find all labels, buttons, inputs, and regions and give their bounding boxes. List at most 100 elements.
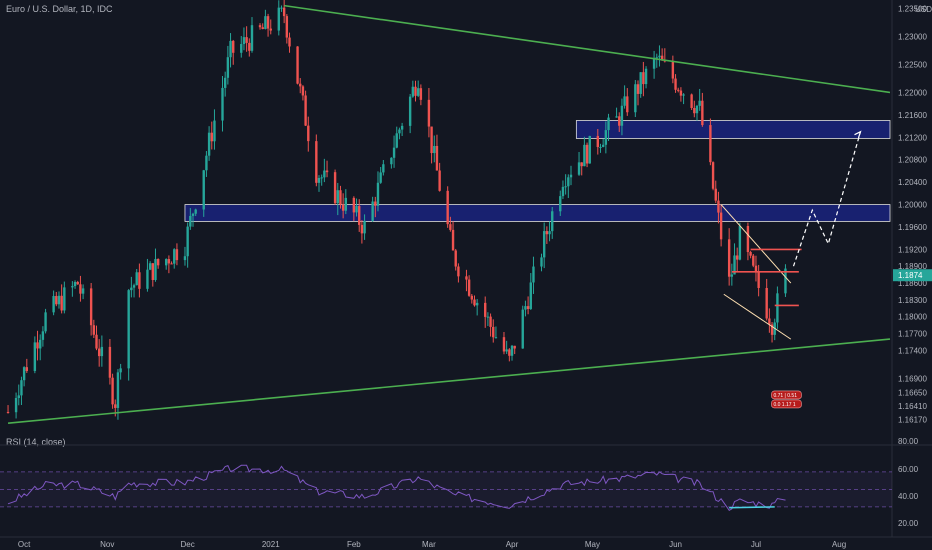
candle-body [419,88,423,100]
candle-body [521,309,524,349]
candle-body [339,190,342,205]
candle-body [89,288,93,326]
candle-body [561,186,565,197]
time-axis-label: 2021 [262,540,280,549]
candle-body [358,206,361,225]
candle-body [191,213,195,216]
candle-body [693,107,696,114]
candle-body [411,86,415,97]
candle-body [296,46,299,84]
candle-body [148,263,152,270]
current-price-tag [893,269,932,282]
candle-body [333,172,337,204]
candle-body [398,129,401,134]
candle-body [695,105,699,114]
candle-body [382,164,385,173]
candle-body [698,100,701,106]
candle-body [585,144,589,164]
candle-body [277,7,280,31]
candle-body [390,157,393,165]
candle-body [170,263,173,265]
supply-zone [575,120,891,139]
time-axis-label: Feb [347,540,361,549]
price-axis-label: 1.21600 [898,111,927,120]
candle-body [457,266,460,277]
position-tool-top [771,390,802,400]
candle-body [269,28,272,31]
candle-body [580,162,583,167]
candle-body [232,40,235,53]
candle-body [20,380,23,396]
candle-body [33,342,37,372]
projection-path [792,131,862,267]
price-axis-label: 1.16410 [898,402,927,411]
candle-body [596,135,600,148]
candle-body [317,177,321,183]
candle-body [130,287,133,291]
candle-body [727,239,731,277]
price-axis-label: 1.18600 [898,279,927,288]
candle-body [626,96,629,113]
zone-layer [184,120,891,222]
candle-body [355,206,358,213]
candle-body [151,263,155,280]
candle-body [132,285,136,288]
rsi-divergence-line [729,506,775,509]
price-axis-label: 1.17400 [898,346,927,355]
candle-body [307,125,310,142]
wedge-lower-line [723,293,792,340]
price-axis-label: 1.20000 [898,201,927,210]
time-axis-label: Oct [18,540,31,549]
candle-body [392,147,396,158]
candle-body [207,132,211,156]
candle-body [325,170,329,173]
time-axis-label: Aug [832,540,846,549]
candle-body [465,276,468,280]
candle-body [44,312,47,332]
candle-body [156,258,160,266]
price-axis-label: 1.18000 [898,313,927,322]
rsi-axis-label: 40.00 [898,492,919,501]
time-axis-label: Nov [100,540,114,549]
rsi-layer [0,464,892,511]
candle-body [165,259,168,266]
candle-body [379,172,382,183]
price-axis-label: 1.22500 [898,60,927,69]
position-tool-text-bottom: 0.0 1.17 1 [773,402,795,408]
candle-body [414,86,417,96]
candle-body [746,226,750,253]
candle-body [524,306,527,310]
candle-body [620,105,624,126]
current-price-label: 1.1874 [898,271,923,280]
price-axis-label: 1.16170 [898,415,927,424]
candle-body [532,266,535,283]
candle-body [671,61,675,79]
candle-body [167,259,171,264]
candle-body [473,299,476,306]
candle-body [510,345,514,356]
candle-body [765,287,768,319]
candle-body [146,269,149,289]
candle-body [57,295,61,305]
price-axis-label: 1.19600 [898,223,927,232]
candles [6,0,787,420]
candle-body [81,288,85,294]
candle-body [489,316,492,327]
candle-body [261,27,264,30]
candle-body [344,197,348,211]
candle-body [22,367,26,381]
candle-body [567,177,570,187]
candle-body [183,256,187,261]
support-trendline [7,338,891,424]
candle-body [55,296,58,305]
position-tool-bottom [771,399,802,409]
rsi-axis-label: 60.00 [898,465,919,474]
candle-body [454,250,457,267]
candle-body [433,145,436,154]
time-axis-label: May [585,540,600,549]
candle-body [221,87,224,121]
candle-body [374,201,377,206]
candle-body [438,170,441,191]
candle-body [60,295,63,311]
